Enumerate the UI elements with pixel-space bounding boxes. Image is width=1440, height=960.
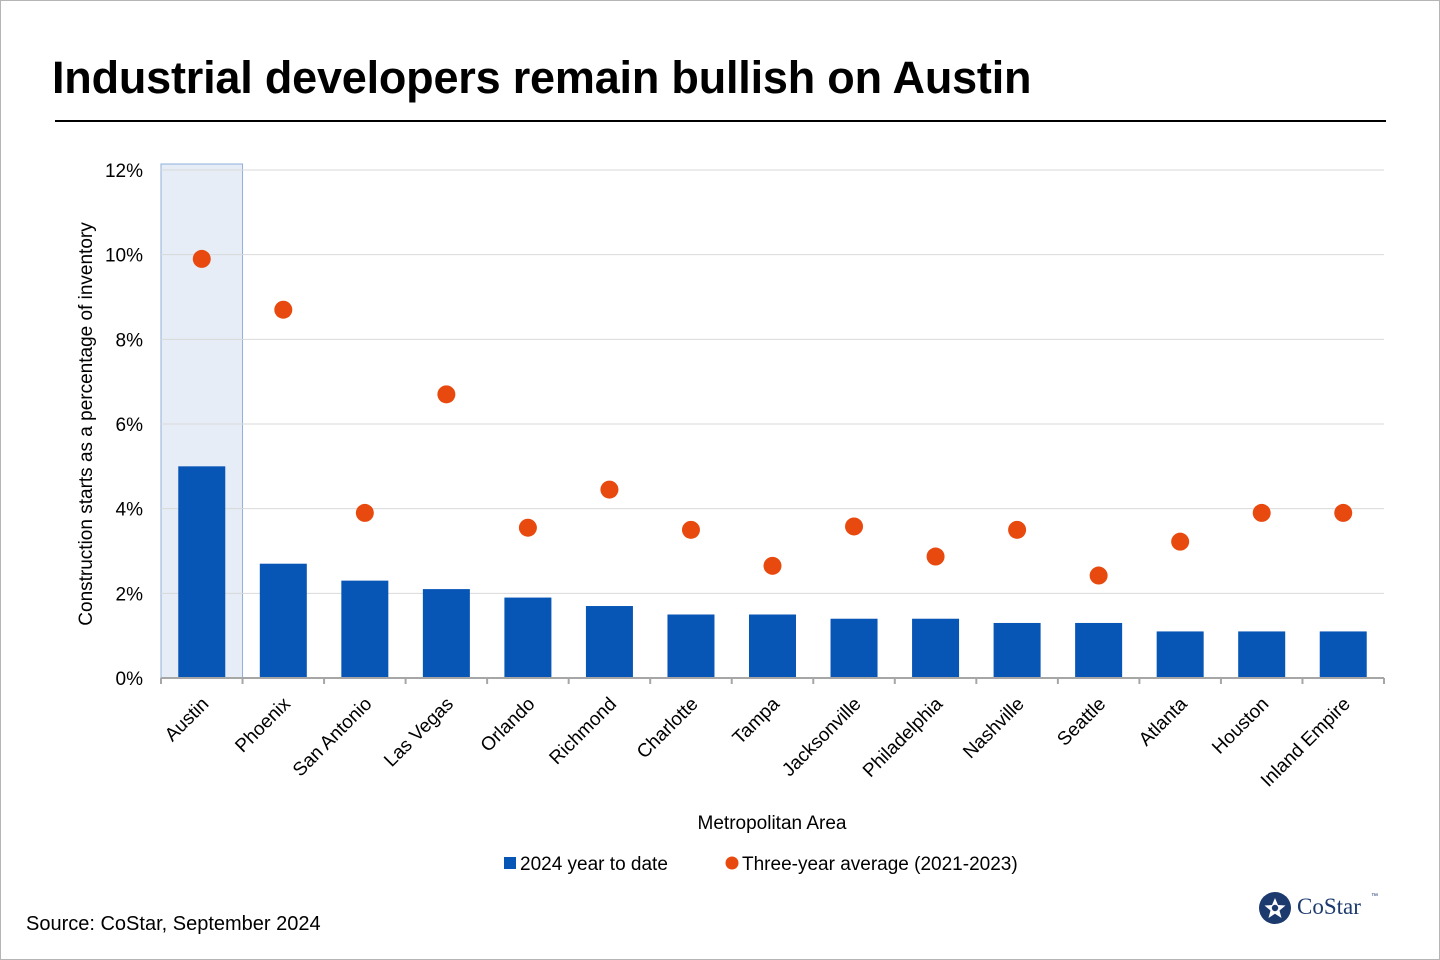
x-tick-label: Phoenix [231, 693, 295, 757]
dot-marker [355, 503, 374, 522]
dot-marker [1008, 520, 1027, 539]
x-tick-label: Charlotte [633, 694, 702, 763]
dot-marker [518, 518, 537, 537]
dot-marker [1334, 503, 1353, 522]
bar [259, 563, 307, 678]
costar-logo: CoStar ™ [1258, 890, 1388, 926]
x-tick-label: Houston [1208, 694, 1273, 759]
dot-marker [763, 556, 782, 575]
title-divider [55, 120, 1386, 122]
x-tick-label: San Antonio [289, 694, 376, 781]
y-axis-title: Construction starts as a percentage of i… [76, 222, 97, 626]
costar-star-icon [1259, 892, 1291, 924]
bar [504, 597, 552, 678]
bar [1319, 631, 1367, 678]
logo-wordmark: CoStar [1297, 894, 1361, 919]
y-tick-label: 2% [116, 584, 144, 605]
bar [830, 618, 878, 678]
x-tick-label: Seattle [1053, 694, 1110, 751]
dot-marker [192, 249, 211, 268]
y-tick-label: 10% [105, 246, 143, 267]
bar [1075, 622, 1123, 678]
dot-marker [1252, 503, 1271, 522]
bar [912, 618, 960, 678]
x-tick-label: Las Vegas [380, 694, 458, 772]
dot-marker [926, 547, 945, 566]
bar [749, 614, 796, 678]
x-tick-label: Nashville [959, 694, 1028, 763]
y-tick-label: 4% [116, 500, 144, 521]
dot-marker [274, 300, 293, 319]
dot-marker [1171, 532, 1190, 551]
bar [993, 622, 1041, 678]
dot-marker [681, 520, 700, 539]
y-tick-label: 0% [116, 669, 144, 690]
x-tick-label: Tampa [729, 693, 784, 748]
source-note: Source: CoStar, September 2024 [26, 913, 321, 935]
x-tick-label: Orlando [477, 694, 540, 757]
legend-dot-swatch [725, 856, 739, 870]
dot-marker [1089, 566, 1108, 585]
logo-trademark: ™ [1371, 893, 1378, 900]
chart-title: Industrial developers remain bullish on … [52, 52, 1032, 103]
x-tick-label: Austin [161, 694, 213, 746]
legend-dot-label: Three-year average (2021-2023) [742, 854, 1018, 875]
dot-marker [437, 385, 456, 404]
dot-marker [845, 517, 864, 536]
bar [1156, 631, 1204, 678]
x-tick-label: Philadelphia [859, 693, 947, 781]
dot-marker [600, 480, 619, 499]
legend-bar-label: 2024 year to date [520, 854, 668, 875]
x-tick-label: Richmond [546, 694, 621, 769]
bar [422, 589, 470, 678]
y-tick-label: 8% [116, 330, 144, 351]
x-tick-label: Atlanta [1135, 693, 1192, 750]
bar [1238, 631, 1286, 678]
bar [585, 606, 633, 678]
legend-bar-swatch [504, 857, 516, 869]
bar [341, 580, 389, 678]
bar [178, 466, 226, 678]
x-tick-label: Jacksonville [778, 694, 865, 781]
bar [667, 614, 715, 678]
y-tick-label: 6% [116, 415, 144, 436]
y-tick-label: 12% [105, 161, 143, 182]
x-axis-title: Metropolitan Area [698, 813, 847, 834]
